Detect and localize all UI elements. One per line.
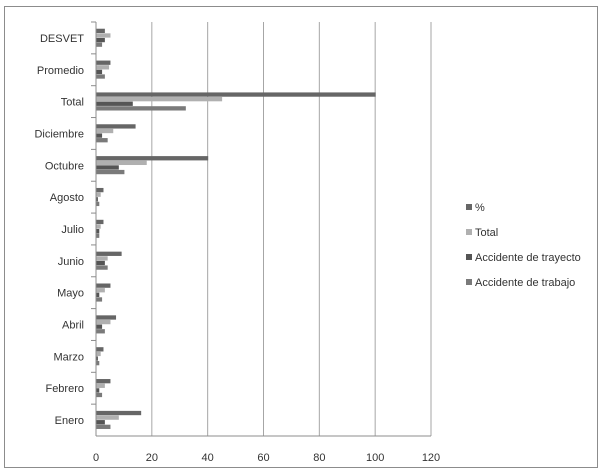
y-tick-label-febrero: Febrero: [45, 383, 84, 395]
bar-julio-3: [96, 224, 101, 229]
bar-febrero-4: [96, 379, 111, 384]
x-tick-label-100: 100: [366, 452, 384, 464]
y-tick-label-total: Total: [61, 97, 84, 109]
legend-swatch-4: [466, 204, 472, 210]
bar-agosto-4: [96, 187, 104, 193]
bar-junio-2: [96, 260, 105, 266]
bar-promedio-3: [96, 65, 110, 70]
bar-desvet-1: [96, 42, 103, 47]
legend-label-1: Accidente de trabajo: [475, 277, 575, 289]
bar-marzo-1: [96, 360, 100, 366]
bar-promedio-1: [96, 74, 105, 79]
y-tick-label-mayo: Mayo: [57, 288, 84, 300]
bar-febrero-3: [96, 383, 105, 388]
bar-octubre-1: [96, 169, 125, 175]
x-tick-label-20: 20: [146, 452, 158, 464]
bar-abril-2: [96, 324, 103, 329]
bar-marzo-2: [96, 356, 98, 361]
bar-desvet-4: [96, 28, 105, 34]
bar-diciembre-4: [96, 124, 136, 129]
bar-total-4: [96, 92, 376, 97]
x-tick-label-60: 60: [257, 452, 269, 464]
bar-diciembre-3: [96, 128, 114, 134]
bar-octubre-3: [96, 160, 147, 166]
y-tick-label-promedio: Promedio: [37, 65, 84, 77]
bar-febrero-1: [96, 392, 103, 398]
bar-junio-4: [96, 251, 122, 256]
legend-swatch-3: [466, 229, 472, 235]
x-tick-label-40: 40: [202, 452, 214, 464]
y-tick-label-junio: Junio: [58, 256, 84, 268]
bar-julio-4: [96, 219, 104, 225]
bar-total-1: [96, 106, 186, 111]
x-tick-label-0: 0: [93, 452, 99, 464]
y-tick-label-julio: Julio: [61, 224, 84, 236]
bar-desvet-3: [96, 33, 111, 38]
bar-promedio-2: [96, 69, 103, 75]
bar-enero-4: [96, 410, 142, 416]
legend-label-2: Accidente de trayecto: [475, 252, 581, 264]
chart-frame: [4, 6, 598, 468]
bar-julio-2: [96, 229, 100, 234]
bar-junio-3: [96, 256, 108, 261]
bar-junio-1: [96, 265, 108, 270]
bar-agosto-3: [96, 192, 101, 197]
gridlines: [151, 22, 432, 436]
bar-enero-2: [96, 420, 105, 425]
legend-swatch-1: [466, 279, 472, 285]
bar-marzo-4: [96, 347, 104, 352]
y-tick-label-marzo: Marzo: [53, 351, 84, 363]
bar-desvet-2: [96, 37, 105, 43]
bar-marzo-3: [96, 351, 101, 357]
bar-abril-1: [96, 329, 105, 334]
bar-octubre-2: [96, 165, 119, 170]
bar-mayo-4: [96, 283, 111, 288]
bar-febrero-2: [96, 388, 100, 393]
bars: [96, 28, 376, 429]
bar-abril-3: [96, 319, 111, 325]
bar-agosto-2: [96, 197, 98, 202]
bar-total-2: [96, 101, 133, 106]
y-tick-label-diciembre: Diciembre: [34, 128, 84, 140]
x-tick-label-80: 80: [313, 452, 325, 464]
legend-label-3: Total: [475, 227, 498, 239]
y-tick-label-desvet: DESVET: [40, 33, 84, 45]
bar-promedio-4: [96, 60, 111, 65]
x-tick-label-120: 120: [422, 452, 440, 464]
bar-mayo-3: [96, 288, 105, 293]
bar-total-3: [96, 97, 223, 102]
bar-diciembre-2: [96, 133, 103, 138]
bar-mayo-1: [96, 297, 103, 302]
bar-mayo-2: [96, 292, 100, 297]
bar-enero-3: [96, 415, 119, 420]
bar-octubre-4: [96, 156, 209, 161]
bar-julio-1: [96, 233, 100, 238]
legend-swatch-2: [466, 254, 472, 260]
bar-abril-4: [96, 315, 117, 320]
legend-label-4: %: [475, 202, 485, 214]
legend: % Total Accidente de trayecto Accidente de …: [466, 202, 581, 289]
bar-enero-1: [96, 424, 111, 429]
y-tick-label-abril: Abril: [62, 320, 84, 332]
y-tick-label-octubre: Octubre: [45, 160, 84, 172]
bar-agosto-1: [96, 201, 100, 207]
y-tick-label-agosto: Agosto: [50, 192, 84, 204]
y-tick-label-enero: Enero: [55, 415, 84, 427]
bar-diciembre-1: [96, 138, 108, 143]
axes: 0 20 40 60 80 100 120 Enero Febrero Marzo Abril May…: [34, 21, 440, 464]
